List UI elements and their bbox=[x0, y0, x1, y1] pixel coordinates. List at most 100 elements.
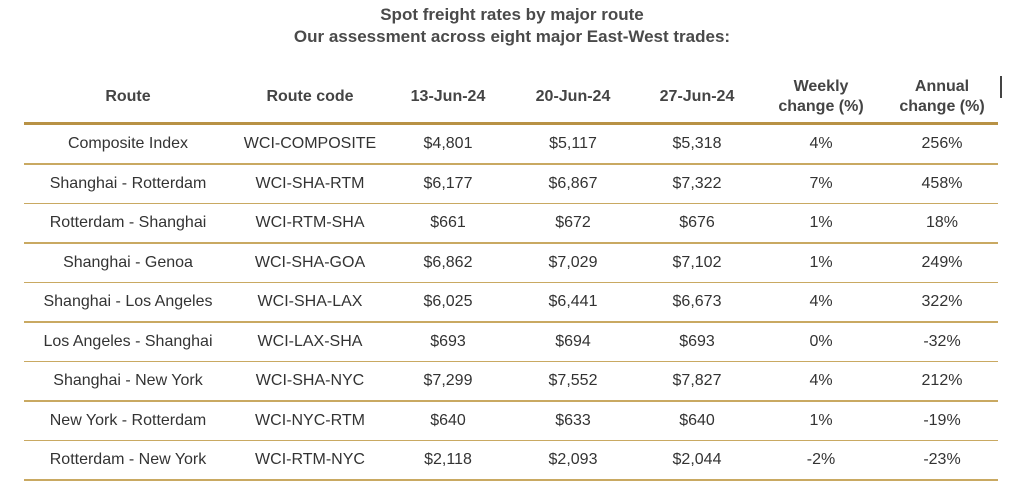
cell-route: New York - Rotterdam bbox=[49, 411, 207, 429]
chart-titles: Spot freight rates by major route Our as… bbox=[0, 4, 1024, 48]
cell-route-code: WCI-LAX-SHA bbox=[257, 332, 363, 350]
table-row: Rotterdam - Shanghai WCI-RTM-SHA $661 $672 $… bbox=[24, 204, 1008, 242]
cell-weekly-change: 7% bbox=[809, 174, 833, 192]
chart-subtitle: Our assessment across eight major East-W… bbox=[293, 27, 731, 46]
cell-weekly-change: 0% bbox=[809, 332, 833, 350]
cell-route-code: WCI-SHA-NYC bbox=[255, 372, 365, 389]
cell-weekly-change: 4% bbox=[809, 293, 833, 310]
cell-rate-20-jun: $2,093 bbox=[548, 451, 598, 468]
cell-weekly-change: 4% bbox=[809, 372, 833, 389]
cell-route: Rotterdam - New York bbox=[49, 451, 207, 468]
table-row: Shanghai - Los Angeles WCI-SHA-LAX $6,025 $… bbox=[24, 283, 1008, 321]
column-header-date-1: 13-Jun-24 bbox=[410, 88, 486, 105]
cell-rate-13-jun: $6,177 bbox=[423, 174, 473, 192]
cell-rate-20-jun: $7,552 bbox=[548, 372, 598, 389]
header-divider bbox=[24, 122, 998, 125]
column-header-route: Route bbox=[105, 88, 151, 105]
cell-annual-change: 18% bbox=[925, 214, 959, 231]
cell-rate-13-jun: $640 bbox=[430, 411, 466, 429]
cell-rate-27-jun: $7,827 bbox=[672, 372, 722, 389]
cell-annual-change: -32% bbox=[923, 332, 961, 350]
cell-route-code: WCI-RTM-NYC bbox=[255, 451, 365, 468]
cell-annual-change: 256% bbox=[921, 135, 963, 152]
cell-route-code: WCI-COMPOSITE bbox=[243, 135, 377, 152]
column-header-weekly-line1: Weekly bbox=[793, 78, 849, 95]
cell-weekly-change: -2% bbox=[806, 451, 836, 468]
cell-rate-13-jun: $2,118 bbox=[424, 451, 472, 468]
row-divider bbox=[24, 202, 998, 204]
cell-annual-change: 458% bbox=[921, 174, 963, 192]
table-row: Rotterdam - New York WCI-RTM-NYC $2,118 $2,… bbox=[24, 441, 1008, 479]
row-divider bbox=[24, 400, 998, 402]
cell-annual-change: -23% bbox=[923, 451, 961, 468]
cell-annual-change: 322% bbox=[921, 293, 963, 310]
column-header-weekly-line2: change (%) bbox=[778, 98, 864, 115]
cell-route-code: WCI-SHA-LAX bbox=[257, 293, 363, 310]
cell-route: Shanghai - Rotterdam bbox=[49, 174, 207, 192]
cell-rate-13-jun: $693 bbox=[430, 332, 466, 350]
cell-route-code: WCI-SHA-GOA bbox=[254, 253, 366, 271]
cell-rate-27-jun: $7,102 bbox=[672, 253, 722, 271]
row-divider bbox=[24, 360, 998, 362]
cell-rate-27-jun: $6,673 bbox=[672, 293, 722, 310]
table-row: New York - Rotterdam WCI-NYC-RTM $640 $633 $… bbox=[24, 402, 1008, 440]
cell-rate-13-jun: $7,299 bbox=[423, 372, 473, 389]
header-row: Route Route code 13-Jun-24 20-Jun-24 27-… bbox=[24, 72, 1008, 122]
table-row: Los Angeles - Shanghai WCI-LAX-SHA $693 $69… bbox=[24, 323, 1008, 361]
row-divider bbox=[24, 321, 998, 323]
cell-rate-27-jun: $7,322 bbox=[672, 174, 722, 192]
cell-rate-13-jun: $4,801 bbox=[423, 135, 473, 152]
cell-rate-13-jun: $6,025 bbox=[423, 293, 473, 310]
column-header-date-3: 27-Jun-24 bbox=[659, 88, 735, 105]
column-header-annual-line1: Annual bbox=[914, 78, 970, 95]
cell-rate-20-jun: $633 bbox=[555, 411, 591, 429]
table-row: Shanghai - New York WCI-SHA-NYC $7,299 $7,5… bbox=[24, 362, 1008, 400]
cell-rate-27-jun: $693 bbox=[679, 332, 715, 350]
cell-route: Los Angeles - Shanghai bbox=[43, 332, 213, 350]
cell-rate-20-jun: $5,117 bbox=[549, 135, 597, 152]
table-row: Composite Index WCI-COMPOSITE $4,801 $5,117… bbox=[24, 125, 1008, 163]
cell-route: Shanghai - Los Angeles bbox=[43, 293, 213, 310]
column-header-annual-line2: change (%) bbox=[899, 98, 985, 115]
cell-weekly-change: 1% bbox=[809, 411, 833, 429]
cell-route-code: WCI-NYC-RTM bbox=[255, 411, 365, 429]
cell-annual-change: 249% bbox=[921, 253, 963, 271]
row-divider bbox=[24, 479, 998, 481]
cell-rate-13-jun: $6,862 bbox=[423, 253, 473, 271]
cell-annual-change: 212% bbox=[921, 372, 963, 389]
cell-weekly-change: 4% bbox=[809, 135, 833, 152]
cell-route: Shanghai - Genoa bbox=[63, 253, 193, 271]
cell-rate-20-jun: $6,867 bbox=[548, 174, 598, 192]
cell-rate-27-jun: $2,044 bbox=[672, 451, 722, 468]
row-divider bbox=[24, 242, 998, 244]
cell-route: Shanghai - New York bbox=[53, 372, 203, 389]
header-edge-mark bbox=[1000, 76, 1002, 98]
cell-route: Composite Index bbox=[67, 135, 189, 152]
row-divider bbox=[24, 281, 998, 283]
column-header-date-2: 20-Jun-24 bbox=[535, 88, 611, 105]
cell-rate-20-jun: $7,029 bbox=[548, 253, 598, 271]
column-header: Route bbox=[24, 87, 232, 107]
chart-title: Spot freight rates by major route bbox=[380, 5, 644, 24]
cell-rate-20-jun: $672 bbox=[555, 214, 591, 231]
table-row: Shanghai - Rotterdam WCI-SHA-RTM $6,177 $6,… bbox=[24, 165, 1008, 203]
cell-route-code: WCI-RTM-SHA bbox=[255, 214, 365, 231]
cell-rate-20-jun: $6,441 bbox=[548, 293, 598, 310]
column-header: Route code bbox=[232, 87, 388, 107]
column-header: Annual change (%) bbox=[886, 77, 998, 117]
column-header: Weekly change (%) bbox=[756, 77, 886, 117]
table-row: Shanghai - Genoa WCI-SHA-GOA $6,862 $7,029 $… bbox=[24, 244, 1008, 282]
column-header: 27-Jun-24 bbox=[638, 87, 756, 107]
freight-rates-table: Route Route code 13-Jun-24 20-Jun-24 27-… bbox=[24, 72, 1008, 481]
cell-route: Rotterdam - Shanghai bbox=[49, 214, 207, 231]
column-header: 20-Jun-24 bbox=[508, 87, 638, 107]
cell-rate-20-jun: $694 bbox=[555, 332, 591, 350]
cell-rate-27-jun: $5,318 bbox=[672, 135, 722, 152]
cell-rate-13-jun: $661 bbox=[430, 214, 466, 231]
cell-weekly-change: 1% bbox=[809, 253, 833, 271]
column-header: 13-Jun-24 bbox=[388, 87, 508, 107]
row-divider bbox=[24, 439, 998, 441]
table-body: Composite Index WCI-COMPOSITE $4,801 $5,117… bbox=[24, 125, 1008, 481]
cell-rate-27-jun: $640 bbox=[679, 411, 715, 429]
row-divider bbox=[24, 163, 998, 165]
